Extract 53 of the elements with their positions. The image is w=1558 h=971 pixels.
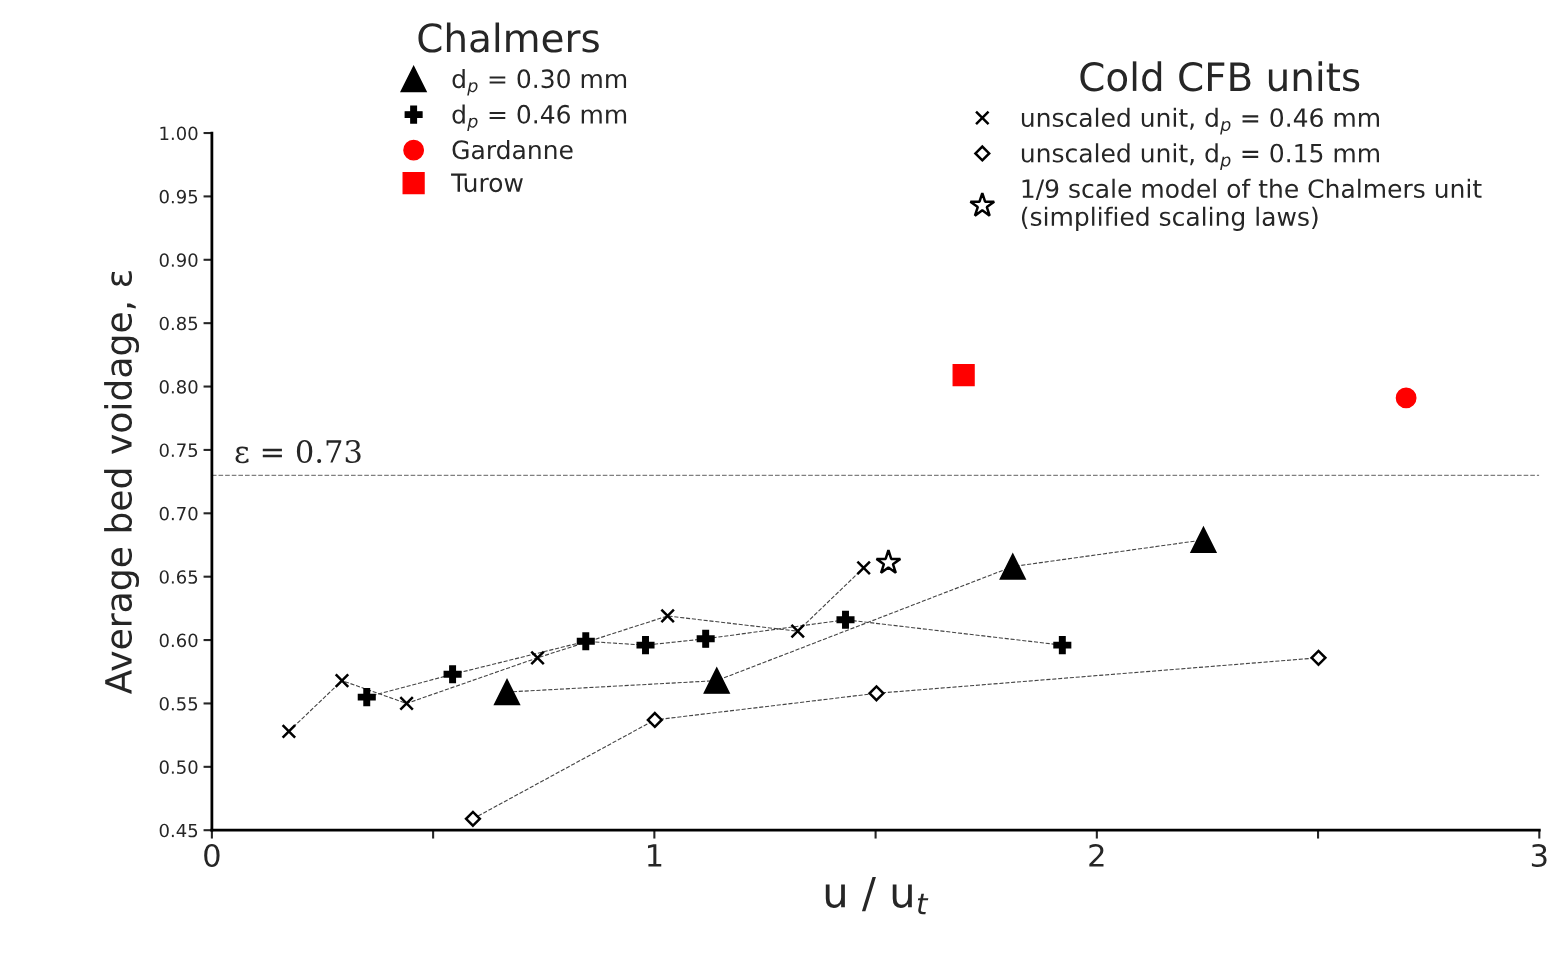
- y-tick-label: 0.60: [159, 633, 198, 648]
- y-tick-label: 0.90: [159, 253, 198, 267]
- y-tick-label: 0.95: [159, 189, 198, 204]
- legend-label: Turow: [451, 173, 523, 193]
- y-tick-label: 0.45: [159, 823, 198, 838]
- point: [576, 632, 595, 651]
- point: [334, 673, 350, 689]
- point: [952, 364, 975, 387]
- point: [856, 560, 872, 576]
- point: [636, 636, 655, 655]
- x-tick-label: 3: [1531, 843, 1547, 868]
- x-tick-label: 2: [1089, 843, 1104, 867]
- point: [1190, 526, 1217, 554]
- x-tick-label: 0: [204, 843, 220, 868]
- point: [999, 553, 1026, 580]
- point: [1310, 649, 1327, 666]
- point: [646, 711, 663, 729]
- legend-label: Gardanne: [452, 139, 573, 160]
- point: [868, 685, 885, 702]
- point: [464, 810, 482, 827]
- x-axis-title: u / u$_{t}$: [825, 876, 929, 915]
- legend-label: unscaled unit, d$_{p}$ = 0.15 mm: [1021, 143, 1379, 170]
- y-tick-label: 0.50: [159, 760, 198, 774]
- point: [357, 688, 376, 707]
- y-axis-title: Average bed voidage, ε: [104, 271, 140, 695]
- ref-line-label: ε = 0.73: [235, 439, 361, 464]
- legend-label: unscaled unit, d$_{p}$ = 0.46 mm: [1021, 107, 1379, 135]
- y-tick-label: 0.80: [159, 380, 198, 394]
- point: [530, 650, 546, 666]
- point: [281, 723, 297, 739]
- x-tick-label: 1: [648, 844, 662, 867]
- y-tick-label: 0.65: [159, 570, 198, 584]
- text: Chalmers: [418, 22, 599, 53]
- y-tick-label: 0.70: [159, 506, 198, 521]
- y-tick-label: 0.55: [159, 696, 198, 711]
- point: [703, 667, 730, 694]
- point: [1395, 387, 1417, 409]
- y-tick-label: 1.00: [160, 126, 198, 141]
- legend-label: d$_{p}$ = 0.30 mm: [452, 68, 627, 96]
- point: [443, 665, 462, 684]
- point: [875, 548, 902, 575]
- y-tick-label: 0.75: [159, 443, 198, 458]
- point: [790, 623, 806, 639]
- point: [696, 629, 715, 648]
- point: [399, 695, 415, 711]
- point: [493, 678, 521, 706]
- y-tick-label: 0.85: [159, 316, 198, 331]
- legend-label: 1/9 scale model of the Chalmers unit (simplified scaling laws): [1021, 178, 1482, 231]
- legend-label: d$_{p}$ = 0.46 mm: [452, 104, 627, 132]
- point: [660, 608, 676, 624]
- point: [1053, 636, 1072, 655]
- point: [836, 610, 855, 629]
- text: Cold CFB units: [1080, 61, 1360, 92]
